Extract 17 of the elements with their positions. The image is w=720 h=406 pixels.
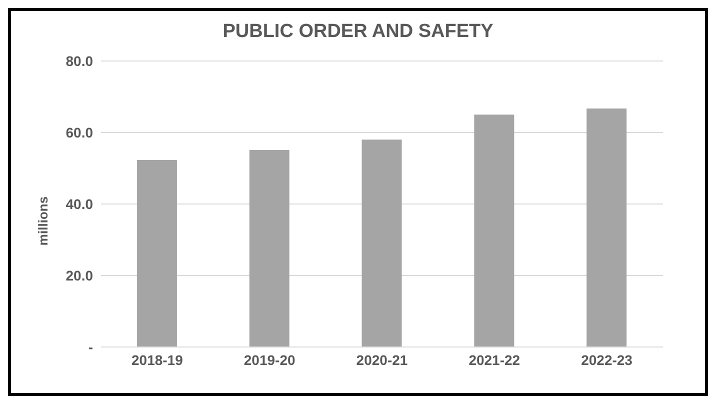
x-tick-label: 2019-20 bbox=[244, 352, 296, 368]
bar bbox=[474, 114, 514, 347]
x-tick-label: 2022-23 bbox=[581, 352, 633, 368]
chart-title: PUBLIC ORDER AND SAFETY bbox=[222, 21, 494, 43]
x-tick-label: 2018-19 bbox=[132, 352, 184, 368]
y-tick-label: - bbox=[88, 338, 94, 355]
bar bbox=[249, 150, 290, 347]
x-tick-label: 2021-22 bbox=[468, 352, 520, 368]
bar bbox=[586, 108, 627, 347]
x-tick-label: 2020-21 bbox=[356, 352, 408, 368]
bar bbox=[362, 140, 402, 347]
y-tick-label: 60.0 bbox=[66, 124, 94, 140]
y-axis-title: millions bbox=[36, 196, 50, 246]
bar bbox=[136, 160, 177, 347]
y-tick-label: 80.0 bbox=[66, 52, 94, 69]
y-tick-label: 40.0 bbox=[66, 196, 94, 212]
y-tick-label: 20.0 bbox=[66, 267, 94, 284]
